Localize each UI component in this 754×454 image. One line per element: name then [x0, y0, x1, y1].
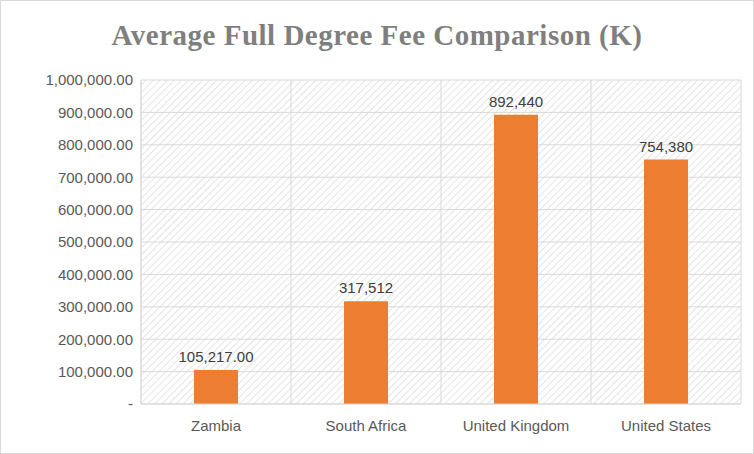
- svg-text:754,380: 754,380: [639, 138, 693, 155]
- svg-text:300,000.00: 300,000.00: [58, 298, 133, 315]
- svg-text:892,440: 892,440: [489, 93, 543, 110]
- svg-text:500,000.00: 500,000.00: [58, 233, 133, 250]
- svg-text:105,217.00: 105,217.00: [178, 348, 253, 365]
- html-text:Average Full Degree Fee Compar: Average Full Degree Fee Comparison (K): [111, 19, 643, 51]
- svg-text:United States: United States: [621, 417, 711, 434]
- svg-text:800,000.00: 800,000.00: [58, 136, 133, 153]
- svg-text:South Africa: South Africa: [326, 417, 408, 434]
- svg-text:1,000,000.00: 1,000,000.00: [45, 71, 133, 88]
- svg-text:700,000.00: 700,000.00: [58, 169, 133, 186]
- svg-text:Zambia: Zambia: [191, 417, 242, 434]
- svg-text:400,000.00: 400,000.00: [58, 266, 133, 283]
- svg-text:100,000.00: 100,000.00: [58, 363, 133, 380]
- svg-text:200,000.00: 200,000.00: [58, 331, 133, 348]
- svg-text:-: -: [128, 395, 133, 412]
- svg-text:900,000.00: 900,000.00: [58, 104, 133, 121]
- svg-text:317,512: 317,512: [339, 279, 393, 296]
- svg-text:600,000.00: 600,000.00: [58, 201, 133, 218]
- svg-text:United Kingdom: United Kingdom: [463, 417, 570, 434]
